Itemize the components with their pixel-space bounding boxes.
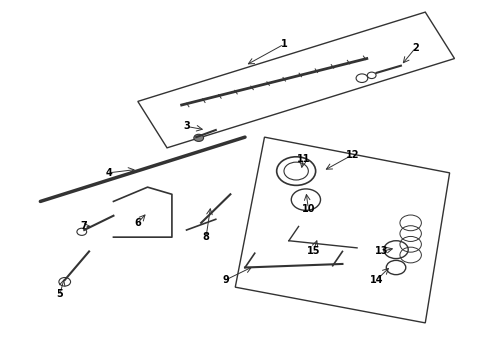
Text: 15: 15 — [306, 247, 320, 256]
Text: 7: 7 — [81, 221, 88, 231]
Text: 11: 11 — [297, 154, 310, 163]
Text: 3: 3 — [183, 121, 190, 131]
Text: 5: 5 — [56, 289, 63, 299]
Text: 1: 1 — [281, 39, 287, 49]
Text: 8: 8 — [202, 232, 209, 242]
Text: 4: 4 — [105, 168, 112, 178]
Text: 9: 9 — [222, 275, 229, 285]
Text: 2: 2 — [412, 43, 419, 53]
Text: 14: 14 — [370, 275, 383, 285]
Circle shape — [194, 134, 203, 141]
Text: 13: 13 — [375, 247, 388, 256]
Text: 10: 10 — [301, 203, 315, 213]
Text: 12: 12 — [345, 150, 359, 160]
Text: 6: 6 — [134, 218, 141, 228]
